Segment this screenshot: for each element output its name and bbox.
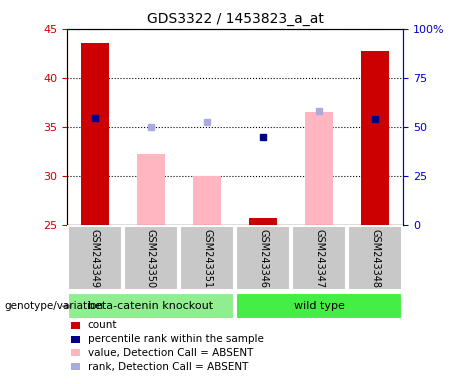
Bar xyxy=(124,226,178,291)
Bar xyxy=(180,226,234,291)
Bar xyxy=(68,226,122,291)
Bar xyxy=(81,43,109,225)
Bar xyxy=(137,154,165,225)
Text: GSM243348: GSM243348 xyxy=(370,229,380,288)
Bar xyxy=(292,226,346,291)
Bar xyxy=(249,218,277,225)
Bar xyxy=(236,226,290,291)
Text: GSM243350: GSM243350 xyxy=(146,229,156,288)
Text: wild type: wild type xyxy=(294,301,345,311)
Bar xyxy=(193,176,221,225)
Bar xyxy=(236,293,402,319)
Text: value, Detection Call = ABSENT: value, Detection Call = ABSENT xyxy=(88,348,253,358)
Text: count: count xyxy=(88,320,117,330)
Bar xyxy=(349,226,402,291)
Title: GDS3322 / 1453823_a_at: GDS3322 / 1453823_a_at xyxy=(147,12,324,26)
Text: GSM243346: GSM243346 xyxy=(258,229,268,288)
Bar xyxy=(68,293,234,319)
Bar xyxy=(361,51,390,225)
Text: GSM243351: GSM243351 xyxy=(202,229,212,288)
Bar xyxy=(305,112,333,225)
Text: GSM243349: GSM243349 xyxy=(90,229,100,288)
Text: rank, Detection Call = ABSENT: rank, Detection Call = ABSENT xyxy=(88,362,248,372)
Text: beta-catenin knockout: beta-catenin knockout xyxy=(89,301,213,311)
Text: genotype/variation: genotype/variation xyxy=(5,301,104,311)
Text: percentile rank within the sample: percentile rank within the sample xyxy=(88,334,264,344)
Text: GSM243347: GSM243347 xyxy=(314,229,324,288)
